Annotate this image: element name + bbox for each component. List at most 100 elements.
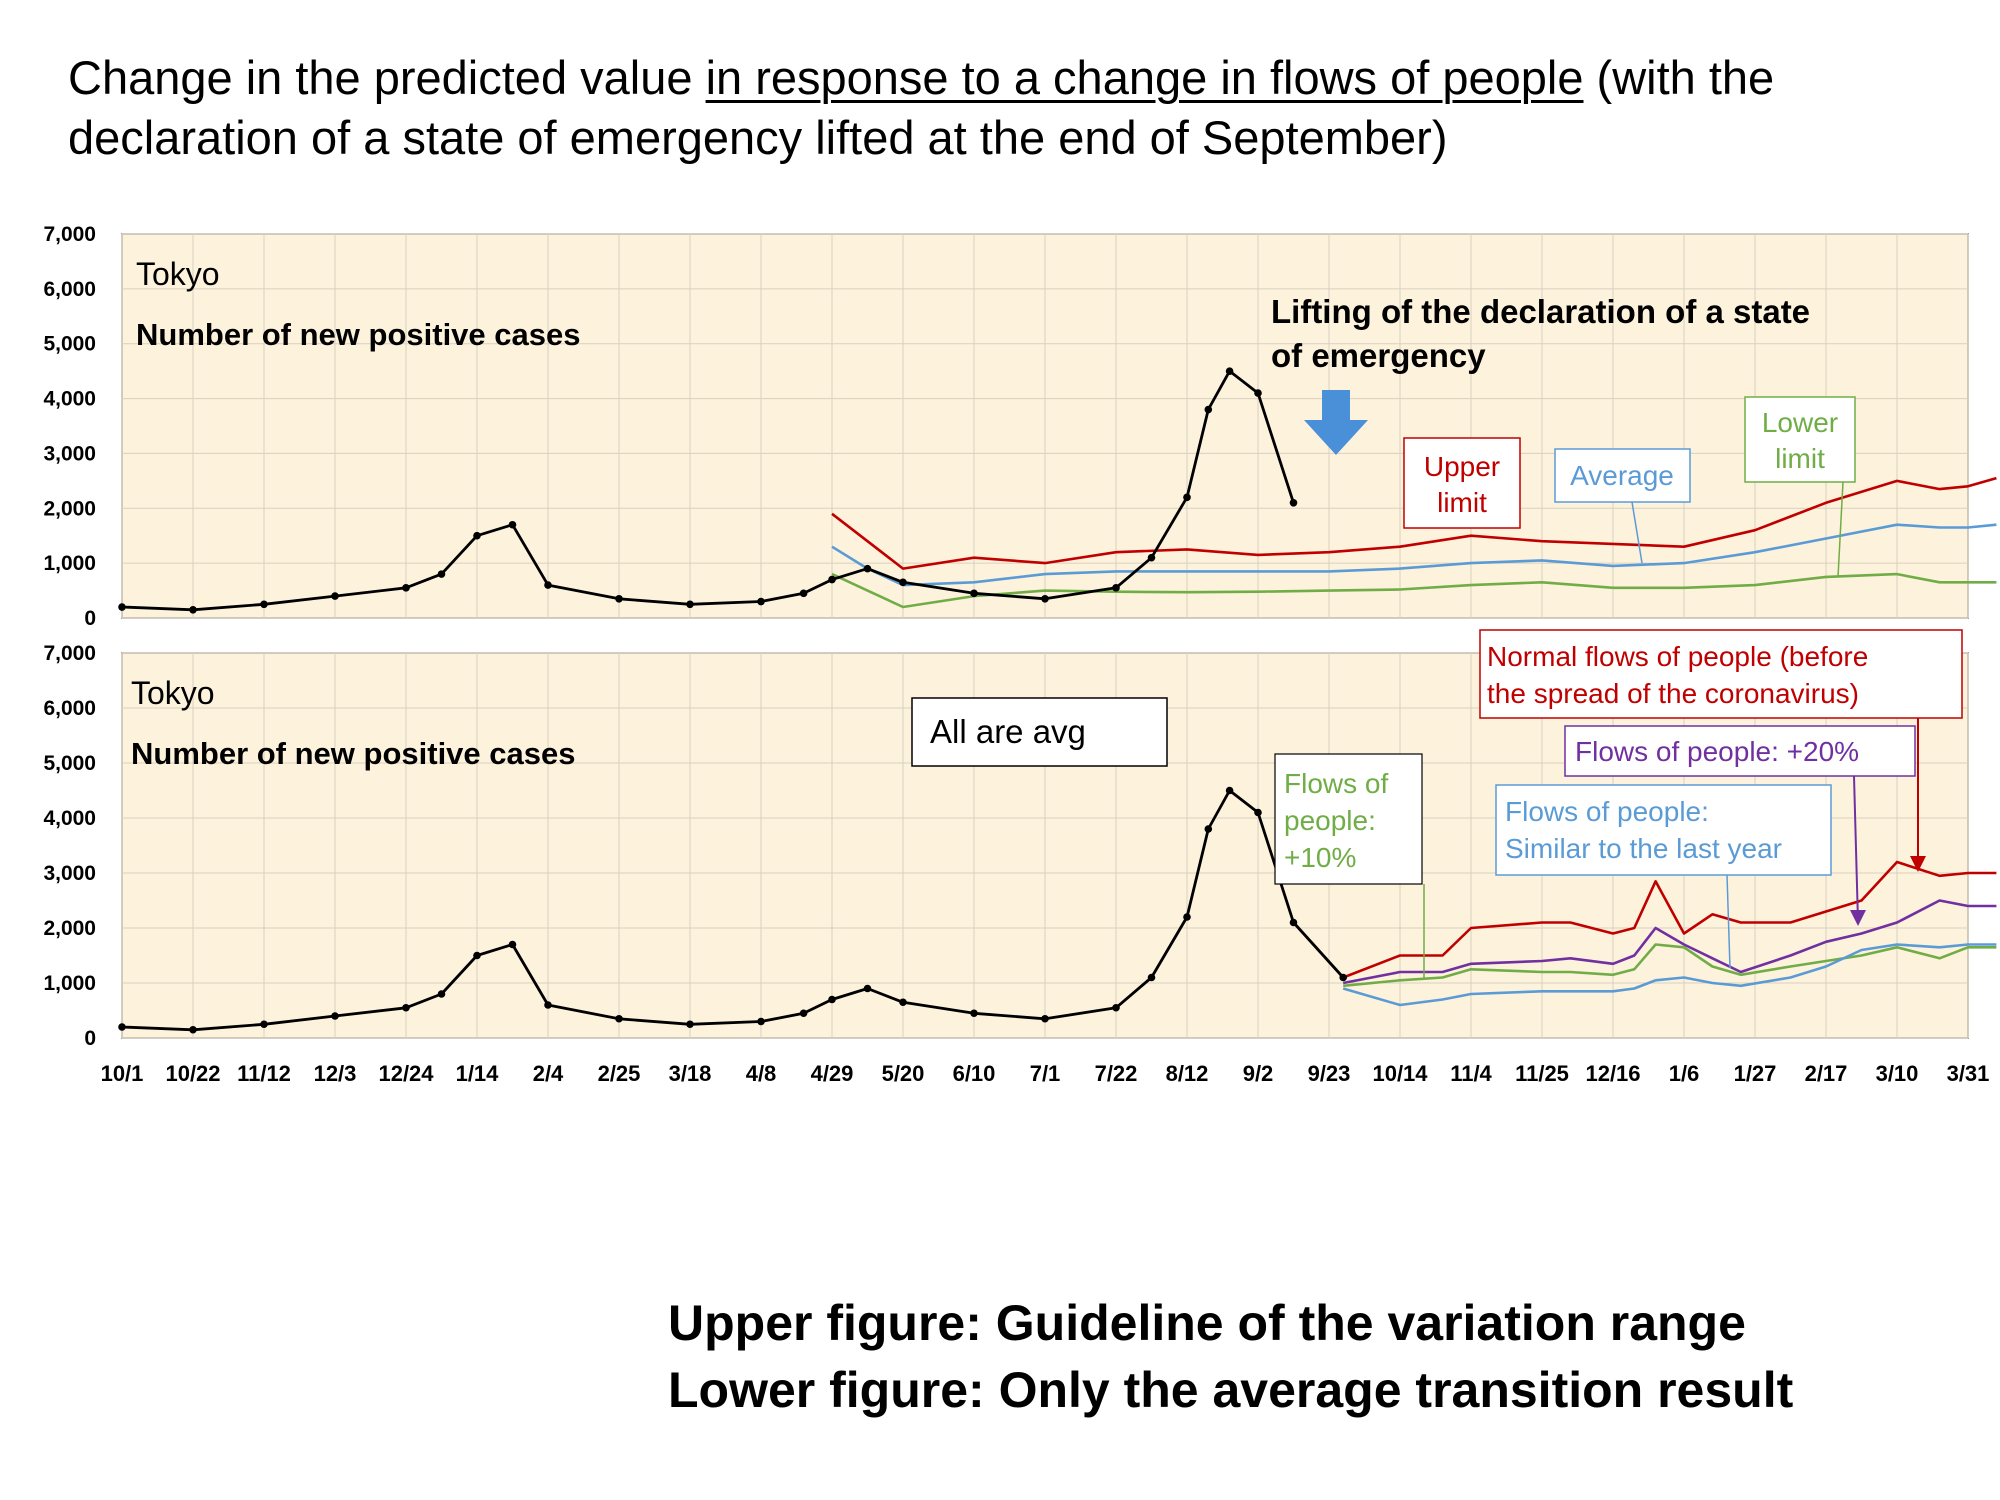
x-tick-label: 8/12: [1166, 1061, 1209, 1086]
y-tick-label: 0: [84, 607, 96, 630]
legend-label: people:: [1284, 805, 1376, 836]
y-tick-label: 3,000: [43, 862, 96, 885]
observed-point: [260, 1020, 268, 1029]
observed-point: [118, 603, 126, 611]
observed-point: [544, 581, 552, 589]
legend-box: [1744, 396, 1856, 483]
case-charts: 0 1,000 2,000 3,000 4,000 5,000 6,000 7,000 Toky…: [43, 223, 1997, 1086]
series-line: [831, 476, 1997, 570]
observed-point: [437, 570, 446, 578]
legend-leader: [1853, 775, 1859, 923]
legend-label: Lower: [1762, 407, 1838, 438]
legend-label: Flows of: [1284, 768, 1388, 799]
observed-point: [757, 597, 765, 606]
y-tick-label: 6,000: [43, 278, 96, 301]
observed-point: [402, 584, 410, 592]
y-tick-label: 1,000: [43, 552, 96, 575]
observed-point: [508, 940, 517, 949]
title-text-end: (with the declaration of a state of emer…: [68, 51, 1775, 164]
y-tick-label: 1,000: [43, 972, 96, 995]
observed-point: [544, 1001, 552, 1009]
x-tick-label: 2/25: [598, 1061, 641, 1086]
x-tick-label: 9/2: [1243, 1061, 1274, 1086]
y-tick-label: 2,000: [43, 497, 96, 520]
observed-point: [1225, 367, 1234, 375]
observed-point: [799, 589, 808, 598]
legend-label: Upper: [1424, 451, 1500, 482]
observed-point: [1112, 1003, 1120, 1012]
legend-label: Average: [1570, 460, 1674, 491]
legend-label: the spread of the coronavirus): [1487, 678, 1859, 709]
observed-point: [260, 600, 268, 609]
observed-point: [1254, 389, 1262, 397]
observed-point: [1289, 918, 1298, 927]
title-text: Change in the predicted value: [68, 51, 706, 104]
upper-annotations: Lifting of the declaration of a state of …: [1271, 293, 1856, 578]
legend-leader: [1837, 481, 1844, 578]
observed-point: [189, 1025, 197, 1034]
observed-point: [1112, 584, 1120, 592]
legend-box: [1495, 784, 1832, 876]
y-tick-label: 2,000: [43, 917, 96, 940]
legend-label: limit: [1437, 487, 1487, 518]
legend-label: Flows of people: +20%: [1575, 736, 1859, 767]
x-tick-label: 3/18: [669, 1061, 712, 1086]
observed-point: [970, 1009, 978, 1018]
observed-point: [473, 951, 481, 960]
observed-point: [863, 984, 872, 993]
observed-point: [402, 1003, 410, 1012]
observed-point: [686, 600, 694, 609]
observed-point: [331, 1012, 339, 1020]
panel-subtitle: Number of new positive cases: [136, 317, 580, 352]
x-tick-label: 1/6: [1669, 1061, 1700, 1086]
down-arrow-icon: [1304, 390, 1368, 455]
x-tick-label: 6/10: [953, 1061, 996, 1086]
observed-point: [1204, 405, 1213, 414]
legend-leader: [1726, 874, 1731, 969]
x-tick-label: 1/27: [1734, 1061, 1777, 1086]
series-line: [1342, 860, 1997, 979]
lower-annotations: All are avg Normal flows of people (befor…: [911, 629, 1963, 978]
x-tick-label: 12/24: [378, 1061, 434, 1086]
observed-point: [757, 1017, 765, 1026]
x-tick-label: 11/25: [1515, 1061, 1569, 1086]
y-tick-label: 7,000: [43, 223, 96, 246]
observed-point: [1147, 973, 1156, 982]
observed-point: [1041, 595, 1049, 603]
series-line: [1342, 943, 1997, 1007]
y-tick-label: 5,000: [43, 333, 96, 356]
series-line: [831, 523, 1997, 587]
legend-leader: [1631, 501, 1643, 564]
legend-label: Similar to the last year: [1505, 833, 1782, 864]
x-tick-label: 12/3: [314, 1061, 357, 1086]
legend-label: Normal flows of people (before: [1487, 641, 1868, 672]
x-tick-label: 1/14: [456, 1061, 500, 1086]
observed-point: [1041, 1014, 1049, 1023]
legend-label: limit: [1775, 443, 1825, 474]
panel-title: Tokyo: [136, 256, 220, 292]
observed-point: [828, 995, 836, 1004]
arrowhead-icon: [1850, 910, 1866, 926]
lower-figure-note: Lower figure: Only the average transitio…: [668, 1362, 1794, 1418]
observed-point: [118, 1023, 126, 1031]
observed-point: [686, 1020, 694, 1029]
observed-point: [899, 578, 907, 587]
y-tick-label: 4,000: [43, 388, 96, 411]
x-tick-label: 11/12: [237, 1061, 291, 1086]
observed-point: [473, 531, 481, 540]
observed-point: [331, 592, 339, 600]
chart-panel-upper: 0 1,000 2,000 3,000 4,000 5,000 6,000 7,000 Toky…: [43, 223, 1997, 630]
observed-point: [1204, 825, 1213, 833]
observed-point: [799, 1009, 808, 1018]
y-tick-label: 3,000: [43, 442, 96, 465]
legend-box: [1479, 629, 1963, 719]
upper-figure-note: Upper figure: Guideline of the variation…: [668, 1295, 1746, 1351]
y-tick-label: 0: [84, 1027, 96, 1050]
x-tick-label: 3/10: [1876, 1061, 1919, 1086]
x-tick-label: 3/31: [1947, 1061, 1990, 1086]
y-tick-label: 6,000: [43, 697, 96, 720]
observed-point: [1147, 553, 1156, 562]
panel-subtitle: Number of new positive cases: [131, 736, 575, 771]
panel-title: Tokyo: [131, 675, 215, 711]
legend-box: [1274, 753, 1423, 885]
